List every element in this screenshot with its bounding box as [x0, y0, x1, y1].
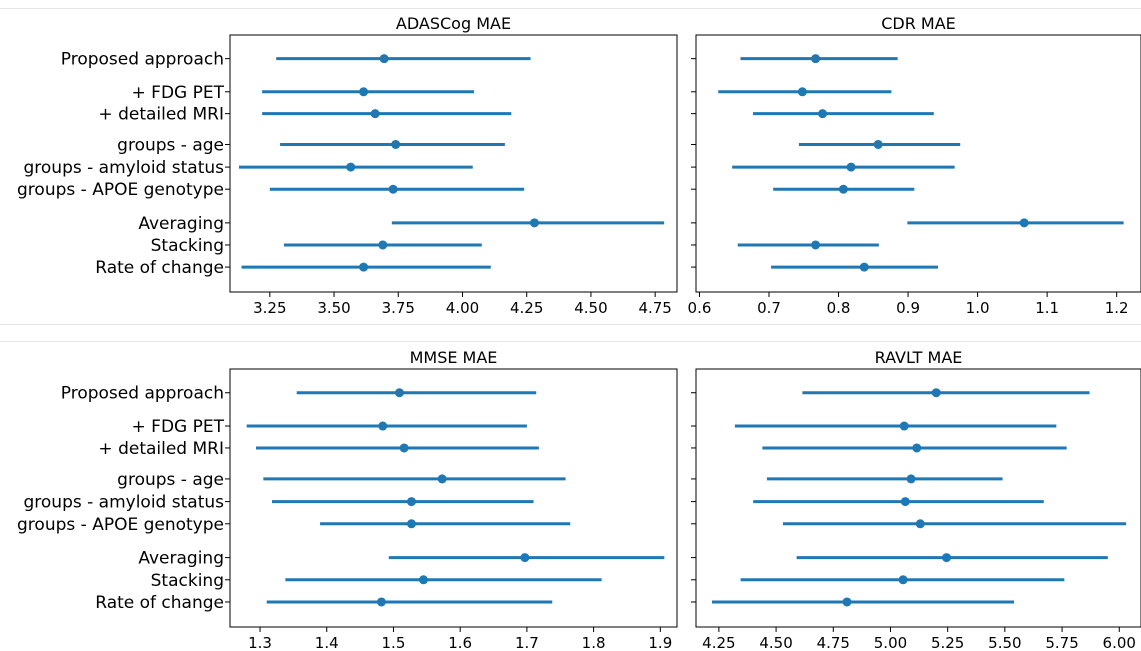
point-3-5 — [915, 519, 925, 529]
panel-title-1: CDR MAE — [881, 14, 956, 33]
category-label-2-7: Stacking — [151, 571, 224, 591]
point-3-4 — [900, 497, 910, 507]
category-label-2-1: + FDG PET — [132, 417, 225, 437]
point-3-3 — [906, 474, 916, 484]
point-2-8 — [376, 597, 386, 607]
point-1-2 — [818, 109, 828, 119]
point-1-3 — [873, 139, 883, 149]
middle-divider — [0, 324, 1141, 325]
x-tick-label-0-0: 3.25 — [253, 299, 286, 317]
point-2-7 — [418, 575, 428, 585]
x-tick-label-3-2: 4.75 — [817, 634, 850, 651]
category-label-0-0: Proposed approach — [61, 50, 224, 70]
category-label-2-5: groups - APOE genotype — [17, 515, 224, 535]
point-2-5 — [406, 519, 416, 529]
point-0-0 — [379, 54, 389, 64]
point-1-6 — [1019, 218, 1029, 228]
point-2-4 — [406, 497, 416, 507]
x-tick-label-2-2: 1.5 — [382, 634, 406, 651]
point-1-7 — [811, 240, 821, 250]
plot-frame-2 — [229, 368, 678, 628]
middle-divider-2 — [0, 341, 1141, 342]
point-3-8 — [842, 597, 852, 607]
x-tick-label-1-0: 0.6 — [688, 299, 712, 317]
plot-frame-3 — [695, 368, 1141, 628]
point-0-5 — [388, 184, 398, 194]
x-tick-label-2-0: 1.3 — [248, 634, 272, 651]
point-0-1 — [359, 87, 369, 97]
x-tick-label-1-4: 1.0 — [966, 299, 990, 317]
point-2-6 — [520, 553, 530, 563]
point-1-0 — [811, 54, 821, 64]
x-tick-label-2-5: 1.8 — [582, 634, 606, 651]
x-tick-label-2-6: 1.9 — [648, 634, 672, 651]
point-0-6 — [529, 218, 539, 228]
category-label-2-6: Averaging — [138, 549, 224, 569]
point-1-8 — [859, 262, 869, 272]
x-tick-label-3-4: 5.25 — [931, 634, 964, 651]
x-tick-label-3-7: 6.00 — [1103, 634, 1136, 651]
x-tick-label-3-0: 4.25 — [702, 634, 735, 651]
x-tick-label-0-5: 4.50 — [574, 299, 607, 317]
category-label-0-1: + FDG PET — [132, 83, 225, 103]
plot-frame-1 — [695, 34, 1141, 293]
top-divider — [0, 8, 1141, 9]
category-label-2-8: Rate of change — [95, 593, 224, 613]
x-tick-label-2-1: 1.4 — [315, 634, 339, 651]
x-tick-label-1-5: 1.1 — [1035, 299, 1059, 317]
point-0-8 — [359, 262, 369, 272]
x-tick-label-0-4: 4.25 — [510, 299, 543, 317]
panel-title-0: ADASCog MAE — [396, 14, 511, 33]
panel-title-3: RAVLT MAE — [875, 348, 963, 367]
x-tick-label-0-2: 3.75 — [382, 299, 415, 317]
x-tick-label-0-1: 3.50 — [317, 299, 350, 317]
x-tick-label-2-4: 1.7 — [515, 634, 539, 651]
point-2-3 — [437, 474, 447, 484]
x-tick-label-3-5: 5.50 — [988, 634, 1021, 651]
x-tick-label-1-6: 1.2 — [1105, 299, 1129, 317]
x-tick-label-0-3: 4.00 — [446, 299, 479, 317]
point-0-2 — [370, 109, 380, 119]
point-1-5 — [838, 184, 848, 194]
point-1-1 — [797, 87, 807, 97]
category-label-2-0: Proposed approach — [61, 384, 224, 404]
x-tick-label-1-1: 0.7 — [757, 299, 781, 317]
x-tick-label-3-6: 5.75 — [1045, 634, 1078, 651]
category-label-2-3: groups - age — [117, 470, 224, 490]
panel-title-2: MMSE MAE — [410, 348, 498, 367]
x-tick-label-1-2: 0.8 — [827, 299, 851, 317]
plot-frame-0 — [229, 34, 678, 293]
point-2-0 — [394, 388, 404, 398]
x-tick-label-3-1: 4.50 — [759, 634, 792, 651]
category-label-0-4: groups - amyloid status — [24, 158, 225, 178]
x-tick-label-1-3: 0.9 — [896, 299, 920, 317]
category-label-0-7: Stacking — [151, 236, 224, 256]
point-3-0 — [931, 388, 941, 398]
point-2-2 — [399, 443, 409, 453]
point-0-4 — [346, 162, 356, 172]
x-tick-label-3-3: 5.00 — [874, 634, 907, 651]
category-label-0-5: groups - APOE genotype — [17, 180, 224, 200]
category-label-2-2: + detailed MRI — [98, 439, 224, 459]
point-1-4 — [846, 162, 856, 172]
x-tick-label-0-6: 4.75 — [638, 299, 671, 317]
category-label-0-3: groups - age — [117, 135, 224, 155]
point-3-2 — [912, 443, 922, 453]
point-3-6 — [942, 553, 952, 563]
point-3-7 — [898, 575, 908, 585]
x-tick-label-2-3: 1.6 — [448, 634, 472, 651]
category-label-0-6: Averaging — [138, 214, 224, 234]
category-label-0-8: Rate of change — [95, 258, 224, 278]
point-0-3 — [391, 139, 401, 149]
point-0-7 — [378, 240, 388, 250]
category-label-0-2: + detailed MRI — [98, 105, 224, 125]
category-label-2-4: groups - amyloid status — [24, 493, 225, 513]
point-2-1 — [378, 421, 388, 431]
point-3-1 — [899, 421, 909, 431]
